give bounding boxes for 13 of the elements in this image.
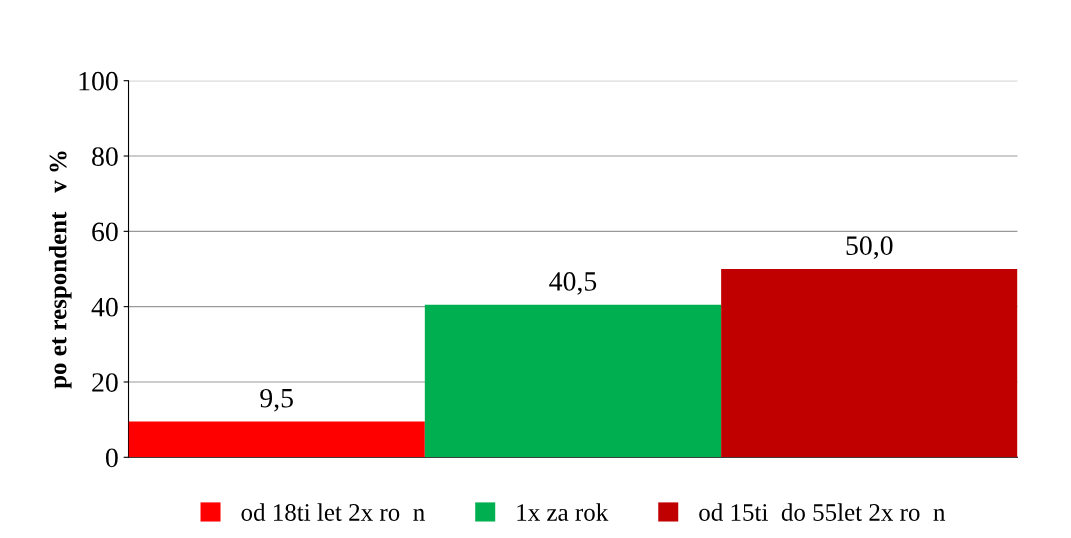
legend-label: od 15ti do 55let 2x ro n (699, 503, 946, 521)
y-tick-label: 0 (105, 448, 118, 468)
data-label: 9,5 (260, 388, 293, 412)
y-tick-label: 60 (92, 222, 118, 242)
data-label: 40,5 (549, 272, 597, 295)
y-tick-label: 100 (79, 71, 118, 91)
y-tick-label: 80 (92, 147, 118, 166)
y-tick-label: 40 (91, 297, 118, 317)
data-label: 50,0 (846, 236, 893, 260)
legend-label: od 18ti let 2x ro n (241, 503, 425, 521)
legend-label: 1x za rok (517, 503, 609, 521)
y-tick-label: 20 (92, 373, 118, 392)
y-axis-title: po et respondent v % (48, 151, 72, 389)
